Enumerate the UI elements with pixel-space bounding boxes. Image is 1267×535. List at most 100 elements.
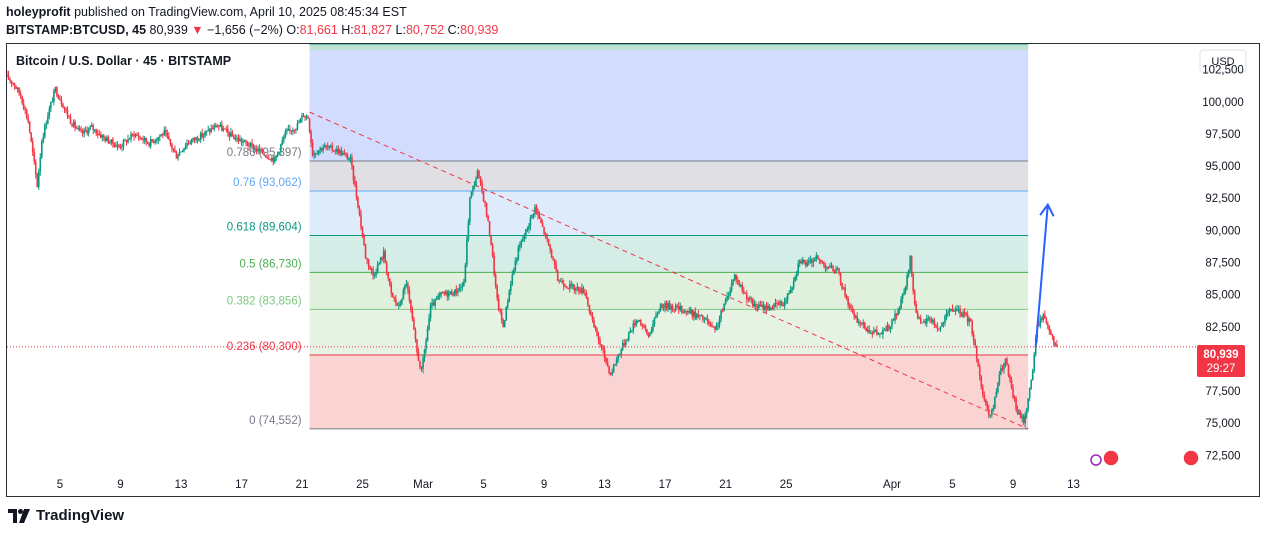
candle-body — [499, 309, 501, 312]
candle-body — [1013, 396, 1016, 399]
time-tick-label: 13 — [1067, 479, 1080, 491]
candle-body — [236, 137, 238, 139]
candle-body — [962, 312, 964, 317]
candle-body — [842, 287, 845, 289]
candle-body — [428, 317, 430, 329]
candle-body — [343, 153, 346, 155]
candle-body — [984, 399, 987, 404]
candle-body — [525, 229, 527, 236]
time-tick-label: 9 — [117, 479, 123, 491]
candle-body — [877, 333, 880, 335]
candle-body — [624, 340, 627, 346]
candle-body — [856, 315, 859, 323]
candle-body — [369, 265, 371, 269]
candle-body — [851, 308, 854, 313]
candle-body — [611, 372, 613, 375]
time-tick-label: 5 — [949, 479, 955, 491]
candle-body — [640, 320, 642, 325]
candle-body — [553, 259, 556, 265]
candle-body — [295, 128, 297, 131]
candle-body — [587, 297, 589, 305]
candle-body — [146, 141, 149, 144]
candle-body — [411, 310, 414, 320]
us-flag-event-icon-2[interactable] — [1182, 449, 1200, 467]
candle-body — [233, 136, 235, 140]
candle-body — [48, 108, 51, 117]
candle-body — [435, 298, 438, 300]
candle-body — [779, 301, 781, 305]
candle-body — [853, 312, 855, 317]
candle-body — [814, 258, 816, 262]
candle-body — [387, 272, 390, 279]
projection-arrow-head[interactable] — [1039, 202, 1055, 217]
candle-body — [804, 261, 807, 266]
fib-label-0.618: 0.618 (89,604) — [227, 221, 302, 233]
candle-body — [820, 259, 822, 262]
candle-body — [140, 137, 143, 140]
candle-body — [393, 296, 396, 299]
candle-body — [1033, 354, 1036, 372]
brand-name: TradingView — [36, 507, 125, 524]
candle-body — [1039, 318, 1042, 326]
currency-box[interactable] — [1199, 49, 1247, 73]
candle-body — [254, 148, 256, 151]
candle-body — [874, 330, 877, 332]
candle-body — [988, 409, 990, 416]
candle-body — [736, 280, 739, 282]
fib-retracement[interactable] — [309, 44, 1029, 430]
chart-canvas[interactable]: 0.786 (95,397) 0.76 (93,062) 0.618 (89,604… — [7, 44, 1259, 496]
candle-body — [348, 158, 350, 160]
projection-arrow-shaft[interactable] — [1034, 204, 1049, 347]
candle-body — [357, 197, 359, 208]
candle-body — [112, 139, 114, 144]
dashed-trendline[interactable] — [309, 111, 1029, 430]
candle-body — [78, 128, 81, 130]
candle-body — [753, 304, 756, 307]
candle-body — [526, 229, 529, 231]
price-tick-label: 85,000 — [1205, 290, 1240, 302]
candle-body — [322, 147, 324, 151]
fib-label-0.5: 0.5 (86,730) — [240, 258, 302, 270]
candle-body — [476, 170, 479, 179]
candle-body — [761, 304, 763, 307]
candle-body — [718, 318, 721, 326]
author-name[interactable]: holeyprofit — [6, 5, 71, 19]
projection-arrow[interactable] — [1034, 202, 1055, 347]
candle-body — [886, 325, 889, 332]
candle-body — [992, 408, 995, 410]
trendline[interactable] — [309, 111, 1029, 430]
candle-body — [824, 265, 827, 269]
candle-body — [160, 134, 163, 137]
us-flag-event-icon[interactable] — [1102, 449, 1120, 467]
candle-body — [544, 233, 547, 235]
time-tick-label: 25 — [356, 479, 369, 491]
candle-body — [1012, 388, 1014, 397]
candle-body — [956, 309, 958, 311]
candle-body — [614, 364, 616, 366]
candle-body — [192, 137, 194, 141]
candle-body — [1000, 368, 1002, 375]
candle-body — [609, 373, 612, 375]
candle-body — [345, 153, 347, 155]
candle-body — [286, 130, 288, 132]
candle-body — [242, 141, 244, 143]
chart-panel[interactable]: 0.786 (95,397) 0.76 (93,062) 0.618 (89,604… — [6, 43, 1260, 497]
candle-body — [214, 125, 217, 128]
candle-body — [980, 376, 983, 387]
candle-body — [922, 321, 925, 323]
time-axis[interactable]: 5 9 13 17 21 25 Mar 5 9 13 17 21 25 Apr 5 9 13 — [57, 479, 1080, 491]
price-axis[interactable]: USD 72,50075,00077,50080,00082,50085,000… — [1199, 49, 1247, 462]
event-icons[interactable] — [1090, 449, 1200, 467]
candle-body — [332, 150, 335, 152]
candle-body — [360, 214, 362, 227]
candle-body — [72, 121, 75, 127]
candle-body — [806, 263, 809, 266]
event-flash-icon[interactable] — [1090, 454, 1102, 466]
candle-body — [1009, 375, 1011, 380]
candle-body — [81, 131, 84, 134]
candle-body — [835, 268, 837, 274]
candle-body — [1010, 379, 1013, 389]
tradingview-logo[interactable]: TradingView — [8, 507, 124, 524]
candle-body — [891, 319, 893, 327]
price-tick-label: 75,000 — [1205, 418, 1240, 430]
